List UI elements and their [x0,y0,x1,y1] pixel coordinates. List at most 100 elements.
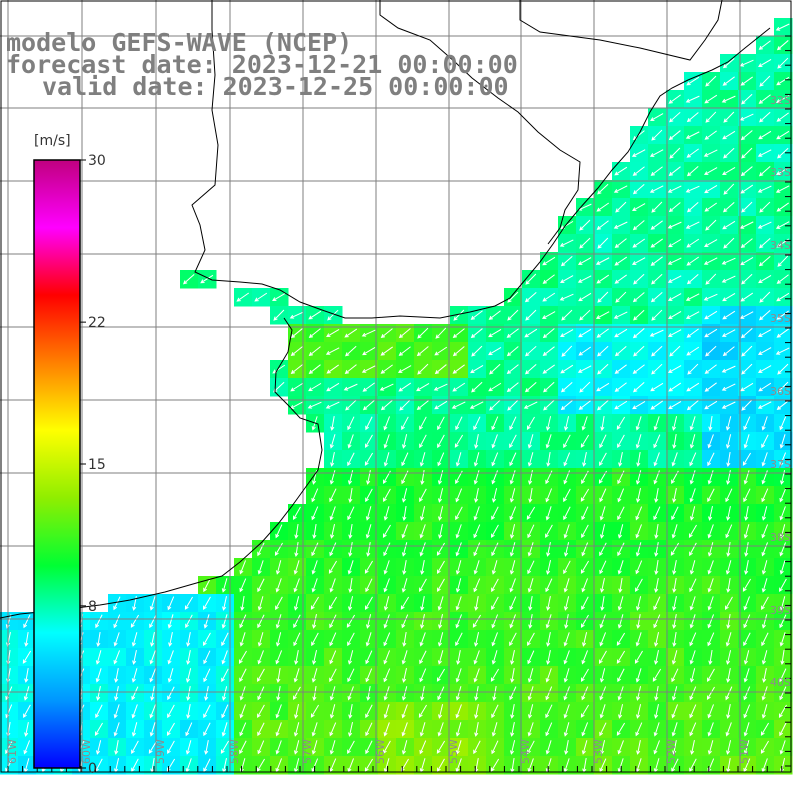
wind-arrow [527,524,535,539]
wind-arrow [599,488,607,503]
wind-arrow [581,524,589,539]
wind-arrow [779,740,786,755]
wind-arrow [417,363,429,375]
title-forecast-date: forecast date: 2023-12-21 00:00:00 [6,50,518,79]
wind-arrow [167,614,174,629]
wind-arrow [185,668,192,683]
wind-arrow [578,400,591,410]
wind-arrow [631,257,646,265]
wind-arrow [563,632,570,647]
wind-arrow [473,740,481,755]
wind-arrow [636,704,642,719]
wind-arrow [705,345,717,357]
wind-arrow [491,542,499,557]
wind-arrow [707,434,714,449]
wind-arrow [200,274,214,284]
wind-arrow [383,686,390,701]
wind-arrow [762,668,767,683]
wind-arrow [184,596,194,610]
wind-arrow [239,740,247,755]
wind-arrow [721,365,736,373]
wind-arrow [366,470,371,485]
wind-arrow [472,614,482,628]
wind-arrow [166,722,175,736]
wind-arrow [433,383,448,391]
wind-arrow [113,704,120,719]
wind-arrow [723,147,735,159]
wind-arrow [238,650,247,664]
wind-arrow [365,578,373,593]
wind-arrow [725,722,732,737]
wind-arrow [419,740,427,755]
wind-arrow [416,346,429,357]
wind-arrow [491,614,499,629]
wind-arrow [686,328,699,338]
wind-arrow [167,596,175,611]
wind-arrow [776,76,790,86]
wind-arrow [402,506,407,521]
wind-arrow [542,364,555,374]
wind-arrow [417,327,429,339]
wind-arrow [563,560,571,575]
longitude-label: 60W [80,739,93,764]
wind-arrow [474,596,479,611]
wind-arrow [365,740,373,755]
wind-arrow [654,488,659,503]
coastline [0,0,771,619]
latitude-label: 38S [770,531,791,544]
wind-arrow [436,542,445,556]
wind-arrow [599,668,606,683]
wind-arrow [721,401,736,409]
wind-arrow [616,722,626,736]
wind-arrow [257,686,265,701]
wind-arrow [348,578,353,593]
wind-arrow [725,632,732,647]
wind-arrow [560,256,573,267]
coastline-argentina [0,317,323,619]
colorbar-tick-label: 8 [88,599,97,615]
wind-arrow [671,704,679,719]
wind-arrow [473,416,481,431]
wind-arrow [491,578,499,593]
wind-arrow [599,704,606,719]
wind-arrow [491,722,498,737]
wind-arrow [329,704,336,719]
wind-arrow [96,686,101,701]
wind-arrow [419,542,426,557]
wind-arrow [293,614,301,629]
wind-arrow [688,524,697,538]
wind-arrow [383,650,391,665]
wind-arrow [776,310,789,320]
wind-arrow [775,347,790,355]
wind-arrow [596,274,610,284]
wind-arrow [95,650,102,665]
wind-arrow [311,740,318,755]
wind-arrow [563,650,570,665]
longitude-labels: 61W 60W 59W 58W 57W 56W 55W 54W 53W 52W 51W [6,739,751,764]
wind-arrow [398,328,411,339]
wind-arrow [329,434,336,449]
wind-arrow [542,274,555,284]
wind-arrow [650,113,664,122]
wind-arrow [776,112,789,122]
wind-arrow [527,578,534,593]
colorbar-gradient [33,159,81,769]
wind-arrow [220,740,230,754]
wind-arrow [672,740,677,755]
wind-arrow [614,382,627,392]
wind-arrow [290,328,303,339]
wind-arrow [740,184,754,194]
wind-arrow [670,542,680,556]
wind-arrow [761,542,769,557]
wind-arrow [24,668,29,683]
wind-arrow [113,650,121,665]
wind-arrow [600,416,605,431]
wind-arrow [721,257,736,265]
wind-arrow [689,704,697,719]
wind-arrow [651,273,663,285]
wind-arrow [401,524,408,539]
wind-arrow [617,596,624,611]
wind-arrow [741,201,753,213]
wind-arrow [510,704,515,719]
